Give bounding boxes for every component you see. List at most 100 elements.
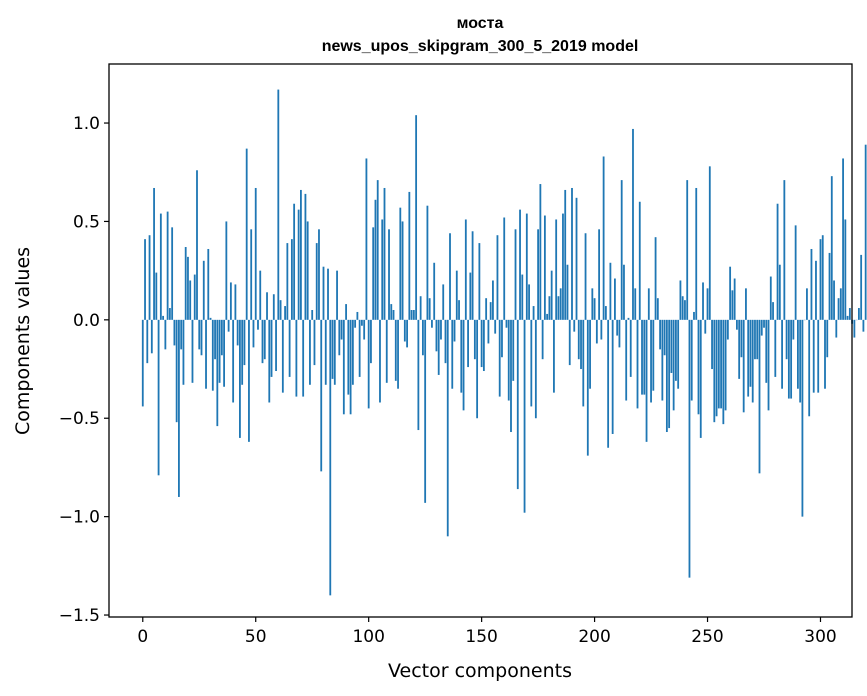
chart-title-line-1: моста <box>457 15 504 32</box>
bar-62 <box>281 319 284 393</box>
bar-301 <box>821 235 824 320</box>
bar-23 <box>193 274 196 320</box>
bar-8 <box>159 213 162 320</box>
bar-152 <box>485 298 488 320</box>
bar-169 <box>523 319 526 513</box>
bar-280 <box>774 319 777 377</box>
bar-74 <box>309 319 311 385</box>
bar-17 <box>180 319 183 350</box>
bar-110 <box>390 304 393 320</box>
bar-34 <box>218 319 221 383</box>
bar-246 <box>697 319 700 415</box>
bar-159 <box>501 319 503 358</box>
bar-264 <box>738 319 741 379</box>
bar-39 <box>229 282 232 320</box>
bar-80 <box>322 266 325 320</box>
bar-168 <box>521 274 524 320</box>
x-axis-ticks: 0 50 100 150 200 250 300 <box>137 617 837 647</box>
bar-153 <box>487 319 490 344</box>
x-tick-label-100: 100 <box>352 627 384 647</box>
bar-131 <box>437 319 440 375</box>
x-axis-label: Vector components <box>388 660 572 682</box>
y-tick-label-2: −0.5 <box>59 409 100 429</box>
bar-222 <box>643 319 646 395</box>
bar-223 <box>645 319 648 442</box>
bar-260 <box>729 266 732 320</box>
bar-235 <box>672 319 675 411</box>
bar-219 <box>636 319 639 409</box>
bar-54 <box>263 319 266 360</box>
bar-82 <box>327 268 329 320</box>
x-tick-label-150: 150 <box>465 627 497 647</box>
bar-149 <box>478 243 481 320</box>
bar-38 <box>227 319 230 332</box>
bar-40 <box>232 319 235 403</box>
bar-225 <box>650 319 652 403</box>
bar-87 <box>338 319 341 356</box>
bar-155 <box>492 280 494 320</box>
bar-126 <box>426 205 429 320</box>
bar-95 <box>356 311 359 320</box>
bar-97 <box>361 319 363 326</box>
bar-303 <box>826 319 829 358</box>
bar-188 <box>566 264 569 320</box>
bar-254 <box>715 319 718 417</box>
bar-247 <box>699 319 702 438</box>
bar-284 <box>783 180 786 320</box>
bar-49 <box>252 319 255 348</box>
bar-237 <box>677 319 680 389</box>
bar-258 <box>724 319 727 411</box>
bar-119 <box>410 310 413 320</box>
bar-272 <box>756 319 759 360</box>
bar-199 <box>591 288 594 320</box>
bar-176 <box>539 184 542 320</box>
bar-69 <box>297 209 300 320</box>
y-axis-label: Components values <box>12 247 34 435</box>
bar-185 <box>559 288 562 320</box>
bar-141 <box>460 319 463 393</box>
bar-186 <box>562 213 564 320</box>
bar-59 <box>275 319 277 372</box>
bar-66 <box>290 239 293 320</box>
bar-209 <box>614 278 616 320</box>
bar-146 <box>471 231 474 320</box>
x-tick-label-250: 250 <box>691 627 723 647</box>
bar-90 <box>345 304 347 320</box>
bar-252 <box>711 319 713 370</box>
bar-174 <box>534 319 537 419</box>
bar-259 <box>726 319 729 340</box>
bar-302 <box>824 319 826 389</box>
bar-308 <box>837 298 840 320</box>
bar-6 <box>155 272 158 320</box>
bar-2 <box>146 319 149 364</box>
bar-83 <box>329 319 332 596</box>
bar-50 <box>254 187 257 320</box>
bar-276 <box>765 319 768 383</box>
bar-106 <box>381 219 384 320</box>
bar-170 <box>525 213 528 320</box>
bar-94 <box>354 319 357 328</box>
bar-217 <box>632 128 634 320</box>
bar-306 <box>833 280 835 320</box>
bar-211 <box>618 319 621 348</box>
bar-305 <box>830 176 833 320</box>
bar-41 <box>234 284 237 320</box>
bar-144 <box>467 319 469 368</box>
bar-92 <box>349 319 352 415</box>
bar-232 <box>665 319 668 433</box>
bar-218 <box>634 288 637 320</box>
bar-29 <box>207 248 210 320</box>
chart-title-line-2: news_upos_skipgram_300_5_2019 model <box>322 38 639 55</box>
bar-226 <box>652 319 655 391</box>
bar-243 <box>690 319 693 401</box>
bar-282 <box>778 264 781 320</box>
bar-46 <box>245 148 248 320</box>
bar-45 <box>243 319 246 366</box>
bar-220 <box>638 201 641 320</box>
bar-240 <box>684 300 686 320</box>
bar-108 <box>385 319 388 383</box>
bar-285 <box>785 319 788 360</box>
bar-136 <box>449 233 451 320</box>
bar-111 <box>392 310 395 320</box>
bar-28 <box>205 319 207 389</box>
